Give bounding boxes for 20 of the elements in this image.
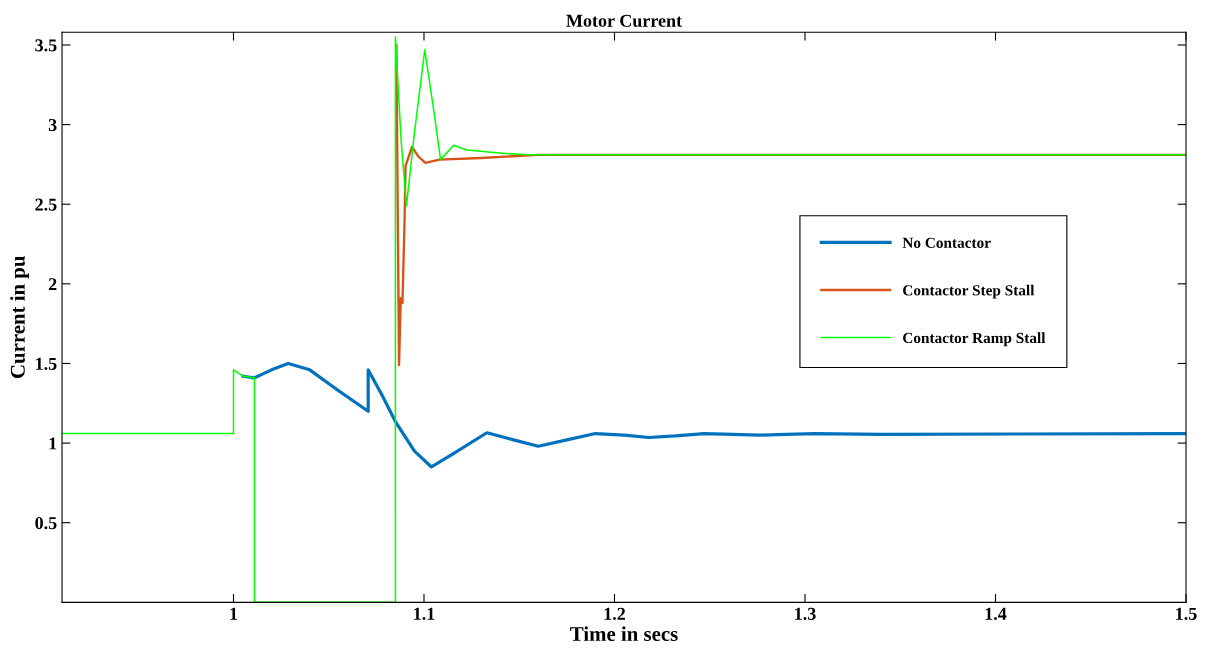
x-tick-label: 1.4: [985, 607, 1007, 620]
x-tick-label: 1: [230, 607, 238, 620]
legend-label: Contactor Ramp Stall: [903, 332, 1046, 347]
legend-label: No Contactor: [902, 237, 991, 248]
y-tick-label: 3.5: [35, 39, 57, 52]
y-axis-title: Current in pu: [10, 256, 30, 379]
line-series: [241, 361, 1186, 469]
y-tick-label: 2.5: [35, 198, 57, 211]
y-tick-label: 0.5: [35, 516, 57, 530]
legend-label: Contactor Step Stall: [903, 284, 1035, 299]
x-tick-label: 1.2: [604, 607, 625, 620]
x-tick-label: 1.1: [414, 607, 435, 620]
chart-title: Motor Current: [566, 14, 683, 27]
y-tick-label: 3: [48, 118, 57, 132]
x-axis-title: Time in secs: [570, 626, 678, 642]
x-tick-label: 1.3: [795, 607, 816, 620]
y-tick-label: 1.5: [36, 357, 57, 370]
y-tick-label: 1: [49, 437, 57, 450]
x-tick-label: 1.5: [1176, 607, 1197, 620]
y-tick-label: 2: [48, 278, 57, 291]
